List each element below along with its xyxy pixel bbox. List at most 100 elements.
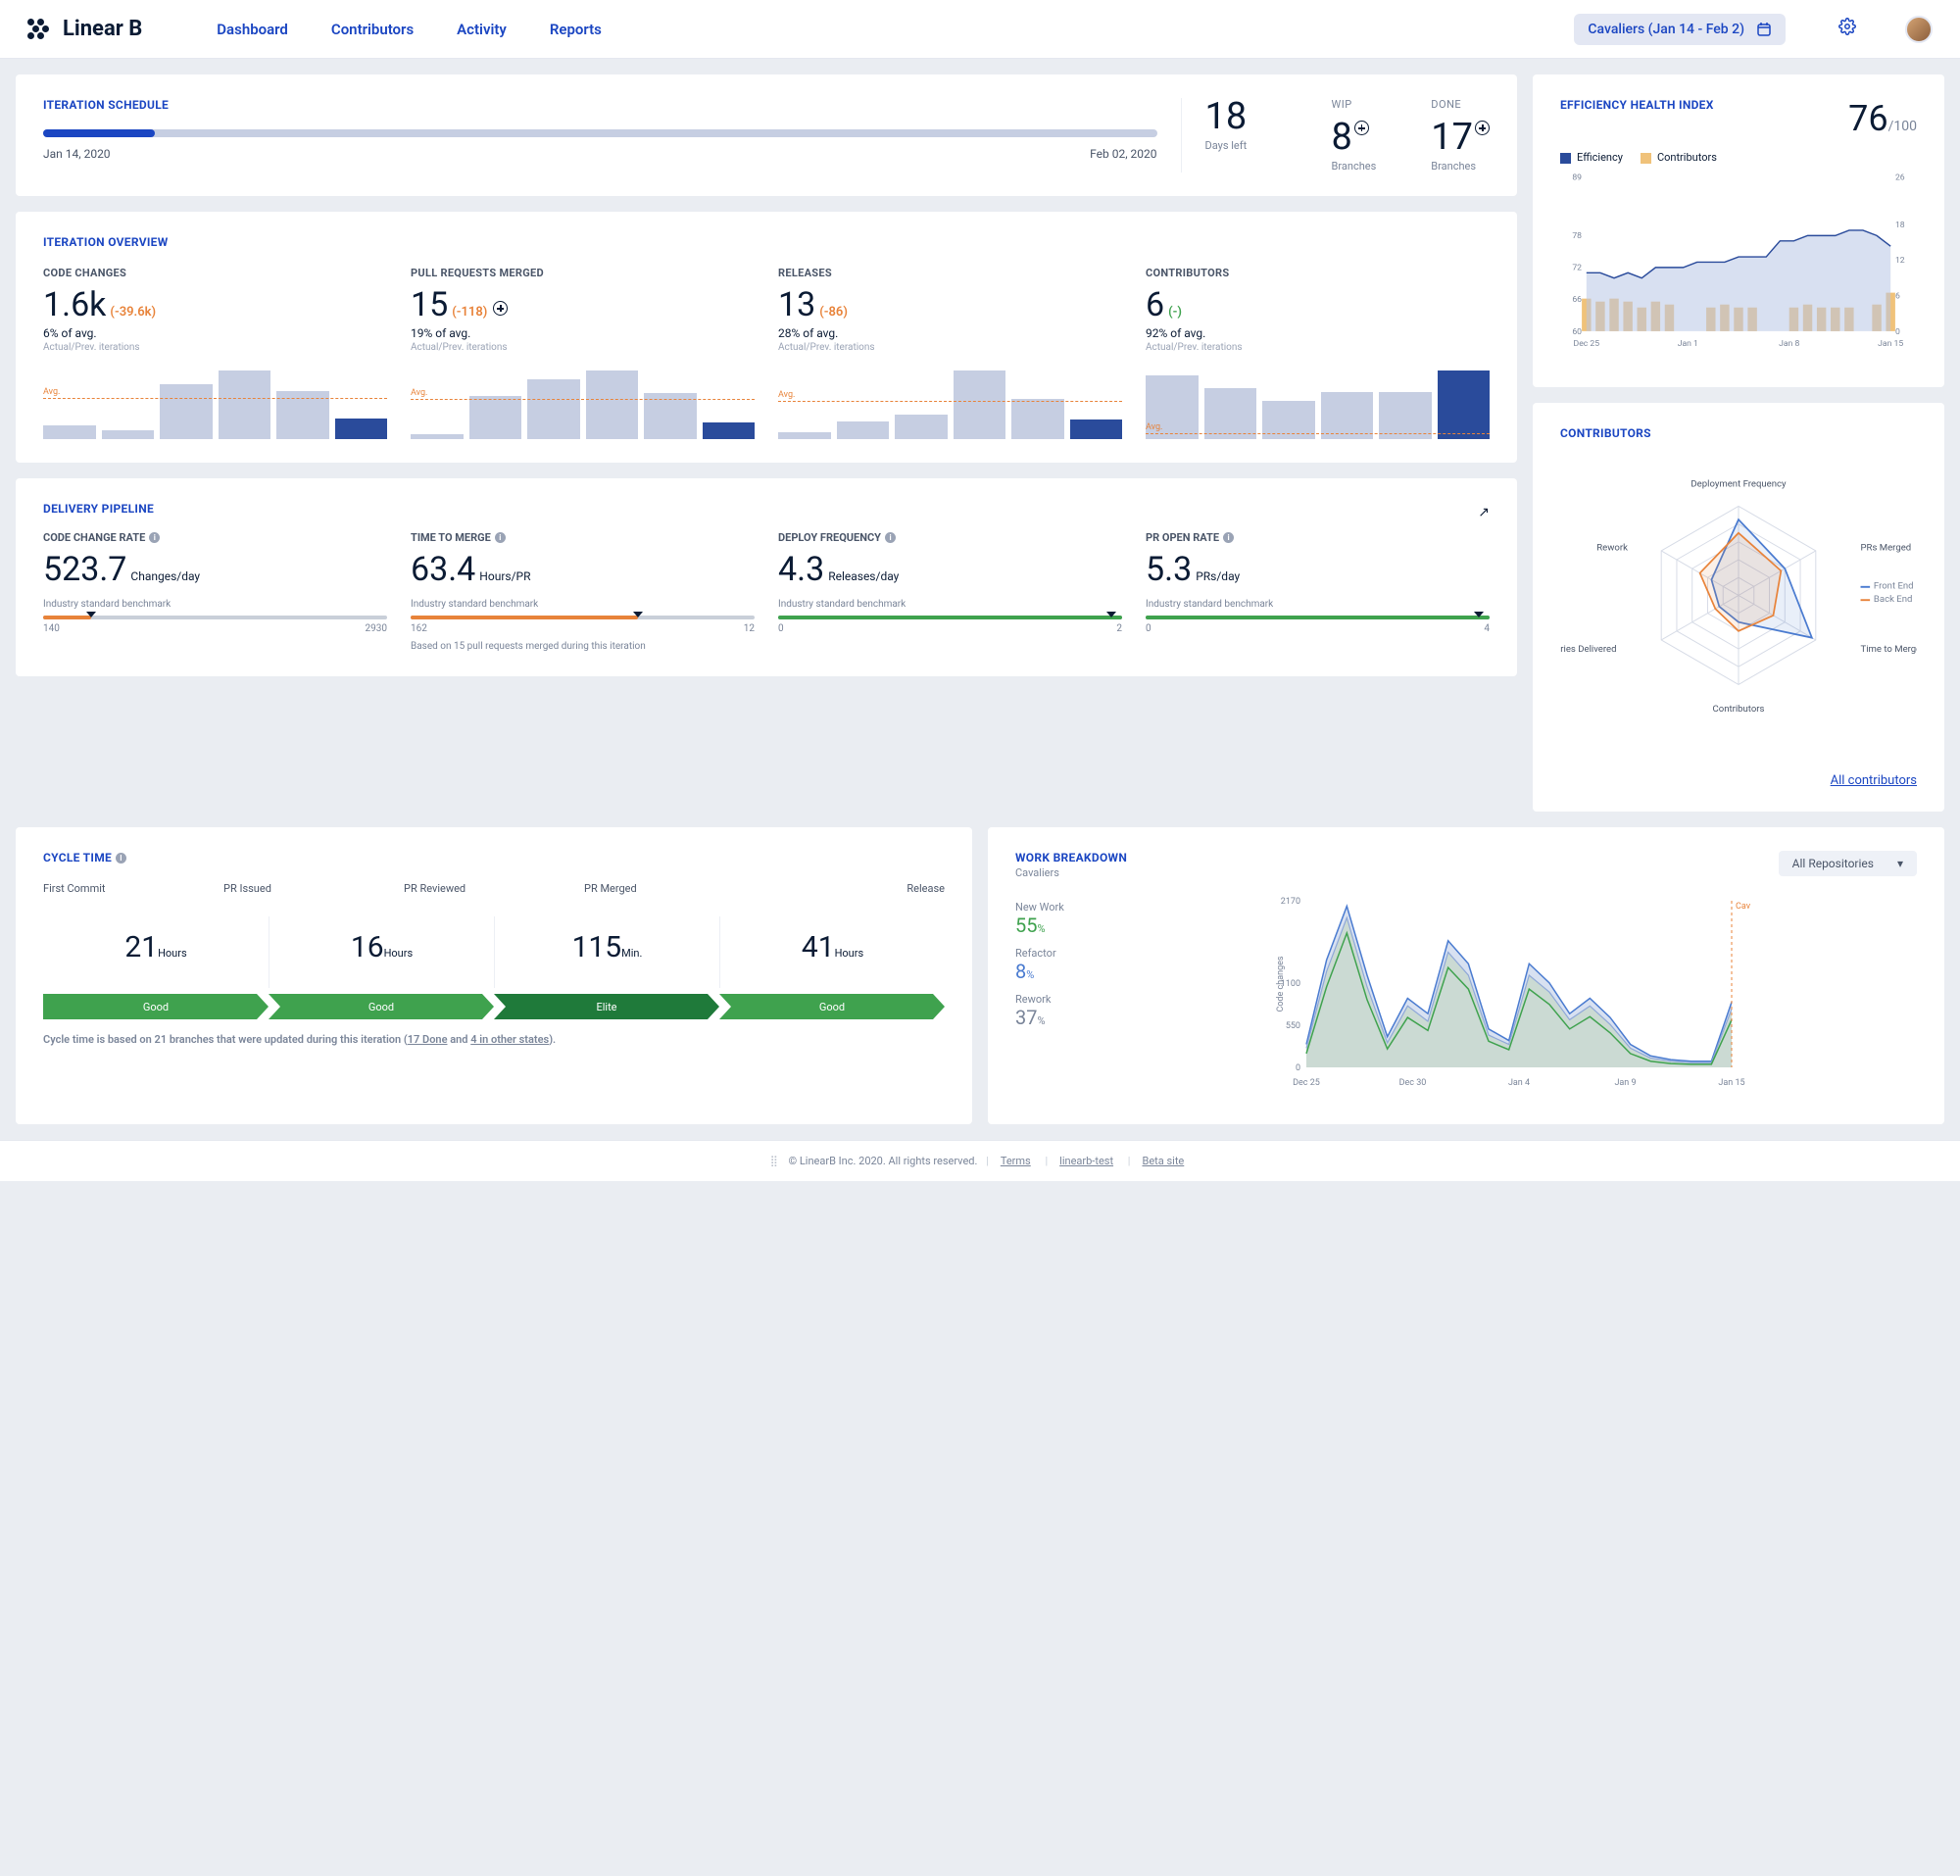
mini-bar-chart: Avg. — [778, 370, 1122, 439]
ehi-chart: 897872666026181260Dec 25Jan 1Jan 8Jan 15 — [1560, 164, 1917, 360]
info-icon[interactable]: i — [495, 532, 506, 543]
days-left-value: 18 — [1205, 98, 1285, 135]
mini-bar-chart: Avg. — [411, 370, 755, 439]
dp-metric-title: DEPLOY FREQUENCY i — [778, 531, 1122, 544]
dp-metric-title: CODE CHANGE RATE i — [43, 531, 387, 544]
cycle-rating: Good — [43, 994, 269, 1019]
svg-text:Dec 25: Dec 25 — [1574, 339, 1600, 349]
svg-text:Back End: Back End — [1874, 594, 1913, 605]
info-icon[interactable]: i — [116, 853, 126, 864]
plus-icon[interactable] — [1354, 121, 1369, 135]
svg-text:Contributors: Contributors — [1713, 704, 1765, 715]
logo[interactable]: Linear B — [27, 17, 142, 41]
delivery-pipeline-card: DELIVERY PIPELINE ↗ CODE CHANGE RATE i 5… — [16, 478, 1517, 676]
benchmark-label: Industry standard benchmark — [778, 599, 1122, 610]
cycle-stage-label: First Commit — [43, 882, 223, 895]
svg-text:Cav: Cav — [1736, 902, 1751, 912]
plus-icon[interactable] — [493, 301, 508, 316]
date-range-select[interactable]: Cavaliers (Jan 14 - Feb 2) — [1574, 14, 1786, 45]
wb-stat-label: Refactor — [1015, 947, 1103, 960]
wip-value: 8 — [1332, 119, 1377, 156]
all-contributors-link[interactable]: All contributors — [1831, 773, 1917, 788]
svg-text:26: 26 — [1895, 173, 1905, 183]
ehi-card: EFFICIENCY HEALTH INDEX 76/100 Efficienc… — [1533, 74, 1944, 387]
metric-value: 15(-118) — [411, 285, 755, 324]
nav-reports[interactable]: Reports — [550, 21, 602, 38]
footer-test[interactable]: linearb-test — [1059, 1155, 1113, 1167]
mini-bar-chart: Avg. — [1146, 370, 1490, 439]
work-breakdown-title: WORK BREAKDOWN — [1015, 851, 1127, 864]
footer-terms[interactable]: Terms — [1001, 1155, 1031, 1167]
svg-text:550: 550 — [1286, 1021, 1300, 1031]
other-states-link[interactable]: 4 in other states — [470, 1033, 549, 1046]
cycle-stage-label: PR Merged — [584, 882, 764, 895]
metric-title: CODE CHANGES — [43, 267, 387, 279]
svg-text:Time to Merge: Time to Merge — [1861, 644, 1917, 655]
done-label: DONE — [1431, 98, 1490, 111]
mini-bar-chart: Avg. — [43, 370, 387, 439]
svg-text:PRs Merged: PRs Merged — [1861, 542, 1912, 553]
radar-title: CONTRIBUTORS — [1560, 426, 1917, 440]
work-breakdown-sub: Cavaliers — [1015, 866, 1127, 879]
chevron-down-icon: ▾ — [1897, 857, 1903, 870]
wb-stat-value: 55% — [1015, 913, 1103, 937]
svg-text:89: 89 — [1572, 173, 1582, 183]
benchmark-label: Industry standard benchmark — [1146, 599, 1490, 610]
cycle-rating: Good — [269, 994, 494, 1019]
wb-stat-value: 37% — [1015, 1006, 1103, 1029]
svg-text:12: 12 — [1895, 256, 1905, 266]
footer: ⣿ © LinearB Inc. 2020. All rights reserv… — [0, 1140, 1960, 1181]
settings-icon[interactable] — [1838, 18, 1856, 40]
svg-text:78: 78 — [1572, 231, 1582, 241]
svg-text:18: 18 — [1895, 221, 1905, 230]
metric-caption: Actual/Prev. iterations — [43, 342, 387, 353]
metric-caption: Actual/Prev. iterations — [778, 342, 1122, 353]
metric-value: 6(-) — [1146, 285, 1490, 324]
cycle-stage-label: Release — [764, 882, 945, 895]
wip-sub: Branches — [1332, 160, 1377, 173]
dp-metric-title: PR OPEN RATE i — [1146, 531, 1490, 544]
nav-activity[interactable]: Activity — [457, 21, 507, 38]
ehi-score: 76 — [1848, 98, 1887, 139]
logo-icon: ⣿ — [770, 1155, 778, 1167]
metric-caption: Actual/Prev. iterations — [411, 342, 755, 353]
iteration-overview-card: ITERATION OVERVIEW CODE CHANGES 1.6k(-39… — [16, 212, 1517, 463]
svg-text:Deployment Frequency: Deployment Frequency — [1690, 478, 1787, 489]
dp-metric-value: 523.7Changes/day — [43, 550, 387, 589]
repo-select[interactable]: All Repositories ▾ — [1779, 851, 1917, 876]
dp-metric-value: 4.3Releases/day — [778, 550, 1122, 589]
done-sub: Branches — [1431, 160, 1490, 173]
svg-text:Jan 1: Jan 1 — [1678, 339, 1698, 349]
info-icon[interactable]: i — [149, 532, 160, 543]
cycle-time-title: CYCLE TIMEi — [43, 851, 945, 864]
iteration-schedule-card: ITERATION SCHEDULE Jan 14, 2020 Feb 02, … — [16, 74, 1517, 196]
work-breakdown-chart: 217011005500Code changesCavDec 25Dec 30J… — [1115, 891, 1917, 1097]
schedule-end: Feb 02, 2020 — [1090, 147, 1156, 161]
cycle-stage-label: PR Reviewed — [404, 882, 584, 895]
info-icon[interactable]: i — [885, 532, 896, 543]
wb-stat-label: New Work — [1015, 901, 1103, 913]
cycle-value: 115 — [572, 930, 622, 964]
user-avatar[interactable] — [1905, 16, 1933, 43]
wb-stat-value: 8% — [1015, 960, 1103, 983]
dp-metric-title: TIME TO MERGE i — [411, 531, 755, 544]
metric-pct: 28% of avg. — [778, 326, 1122, 340]
footer-beta[interactable]: Beta site — [1142, 1155, 1184, 1167]
topbar: Linear B Dashboard Contributors Activity… — [0, 0, 1960, 59]
done-link[interactable]: 17 Done — [408, 1033, 448, 1046]
work-breakdown-card: WORK BREAKDOWN Cavaliers All Repositorie… — [988, 827, 1944, 1124]
delivery-pipeline-title: DELIVERY PIPELINE — [43, 502, 154, 516]
svg-text:Stories Delivered: Stories Delivered — [1560, 644, 1616, 655]
svg-text:6: 6 — [1895, 292, 1900, 302]
benchmark-track — [43, 616, 387, 619]
nav-contributors[interactable]: Contributors — [331, 21, 414, 38]
info-icon[interactable]: i — [1223, 532, 1234, 543]
cycle-value: 21 — [124, 930, 158, 964]
dp-metric-value: 63.4Hours/PR — [411, 550, 755, 589]
plus-icon[interactable] — [1475, 121, 1490, 135]
cycle-rating: Good — [719, 994, 945, 1019]
expand-icon[interactable]: ↗ — [1478, 505, 1490, 520]
cycle-time-note: Cycle time is based on 21 branches that … — [43, 1033, 945, 1046]
nav-dashboard[interactable]: Dashboard — [217, 21, 288, 38]
metric-pct: 19% of avg. — [411, 326, 755, 340]
